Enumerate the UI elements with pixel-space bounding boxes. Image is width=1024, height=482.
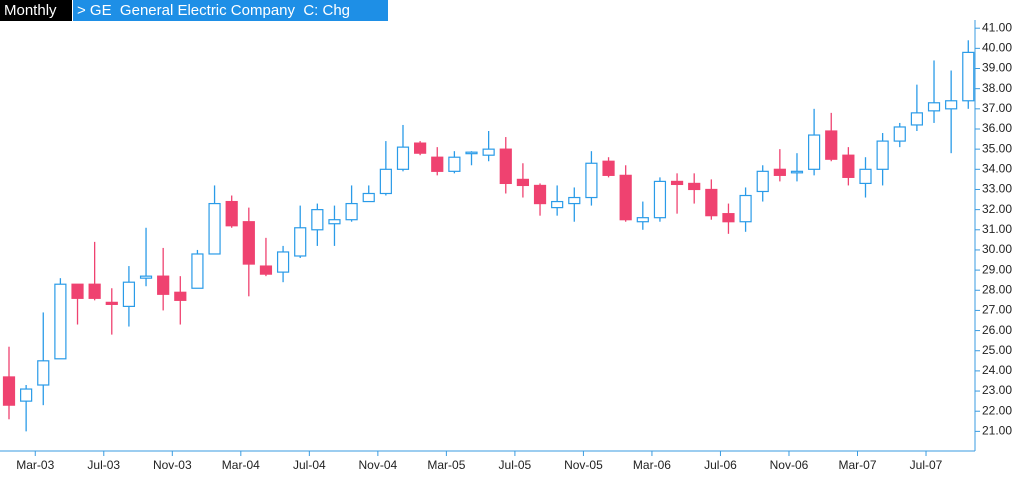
y-tick-label: 32.00	[982, 202, 1012, 216]
candle-body	[619, 174, 632, 221]
candle-body	[568, 196, 581, 205]
y-tick-label: 25.00	[982, 343, 1012, 357]
y-tick-label: 40.00	[982, 41, 1012, 55]
candle-body	[825, 130, 838, 160]
candle-body	[670, 180, 684, 186]
x-tick-label: Mar-05	[427, 458, 465, 472]
candle-body	[448, 156, 461, 172]
candle-body	[208, 202, 221, 255]
candle-body	[54, 283, 67, 360]
candle-body	[37, 360, 50, 386]
candle-body	[242, 221, 255, 265]
candle-body	[259, 265, 273, 275]
title-box	[73, 0, 388, 21]
candle-body	[122, 281, 136, 307]
candle-body	[533, 184, 547, 205]
y-tick-label: 27.00	[982, 303, 1012, 317]
x-tick-label: Mar-07	[838, 458, 876, 472]
x-tick-label: Jul-07	[910, 458, 943, 472]
candle-body	[174, 291, 187, 301]
candle-body	[551, 200, 564, 209]
candle-body	[808, 134, 821, 170]
candle-body	[379, 168, 392, 195]
y-tick-label: 24.00	[982, 363, 1012, 377]
y-tick-label: 31.00	[982, 222, 1012, 236]
y-tick-label: 22.00	[982, 403, 1012, 417]
candle-body	[773, 168, 786, 176]
y-tick-label: 21.00	[982, 424, 1012, 438]
x-tick-label: Nov-05	[564, 458, 603, 472]
candle-body	[414, 142, 427, 154]
candle-body	[191, 253, 204, 289]
y-tick-label: 29.00	[982, 262, 1012, 276]
y-tick-label: 39.00	[982, 61, 1012, 75]
candle-body	[396, 146, 410, 170]
x-tick-label: Mar-04	[222, 458, 260, 472]
x-tick-label: Nov-03	[153, 458, 192, 472]
candle-body	[499, 148, 512, 185]
candle-body	[705, 188, 718, 217]
candle-body	[20, 388, 33, 402]
x-tick-label: Jul-06	[704, 458, 737, 472]
candle-body	[71, 283, 84, 299]
candle-body	[88, 283, 101, 299]
candle-body	[516, 178, 530, 187]
candle-body	[636, 217, 649, 223]
y-tick-label: 30.00	[982, 242, 1012, 256]
candle-body	[328, 219, 341, 225]
x-tick-label: Jul-03	[87, 458, 120, 472]
chart-title: > GE General Electric Company C: Chg	[77, 2, 350, 19]
period-box	[0, 0, 72, 21]
candle-body	[910, 112, 923, 126]
y-tick-label: 26.00	[982, 323, 1012, 337]
candle-body	[722, 213, 735, 223]
y-tick-label: 34.00	[982, 161, 1012, 175]
candle-body	[859, 168, 872, 185]
candle-body	[756, 170, 769, 193]
candle-body	[927, 102, 941, 112]
candle-body	[962, 51, 975, 102]
x-tick-label: Mar-03	[16, 458, 54, 472]
candle-body	[585, 162, 598, 199]
candle-body	[653, 180, 667, 219]
candle-body	[345, 202, 358, 221]
candle-body	[294, 227, 307, 257]
candle-body	[2, 376, 16, 406]
y-tick-label: 41.00	[982, 20, 1012, 34]
period-label: Monthly	[4, 2, 57, 19]
y-tick-label: 36.00	[982, 121, 1012, 135]
x-tick-label: Nov-06	[770, 458, 809, 472]
y-tick-label: 33.00	[982, 182, 1012, 196]
candle-body	[276, 251, 290, 273]
candle-body	[688, 182, 701, 191]
x-tick-label: Jul-04	[293, 458, 326, 472]
candle-body	[482, 148, 495, 156]
candle-body	[945, 100, 958, 110]
candle-body	[139, 275, 153, 279]
y-tick-label: 37.00	[982, 101, 1012, 115]
candle-body	[431, 156, 444, 172]
y-tick-label: 35.00	[982, 141, 1012, 155]
y-tick-label: 38.00	[982, 81, 1012, 95]
candle-body	[105, 301, 118, 305]
candle-body	[893, 126, 906, 142]
candle-body	[157, 275, 170, 295]
x-tick-label: Mar-06	[633, 458, 671, 472]
y-tick-label: 23.00	[982, 383, 1012, 397]
candle-body	[311, 209, 324, 231]
candle-body	[842, 154, 855, 178]
candle-body	[876, 140, 889, 170]
candle-body	[362, 192, 375, 203]
candle-body	[739, 194, 752, 223]
y-tick-label: 28.00	[982, 282, 1012, 296]
candle-body	[790, 170, 804, 174]
x-tick-label: Jul-05	[499, 458, 532, 472]
candle-body	[225, 200, 238, 227]
candle-body	[465, 151, 478, 155]
candle-body	[602, 160, 615, 176]
x-tick-label: Nov-04	[359, 458, 398, 472]
